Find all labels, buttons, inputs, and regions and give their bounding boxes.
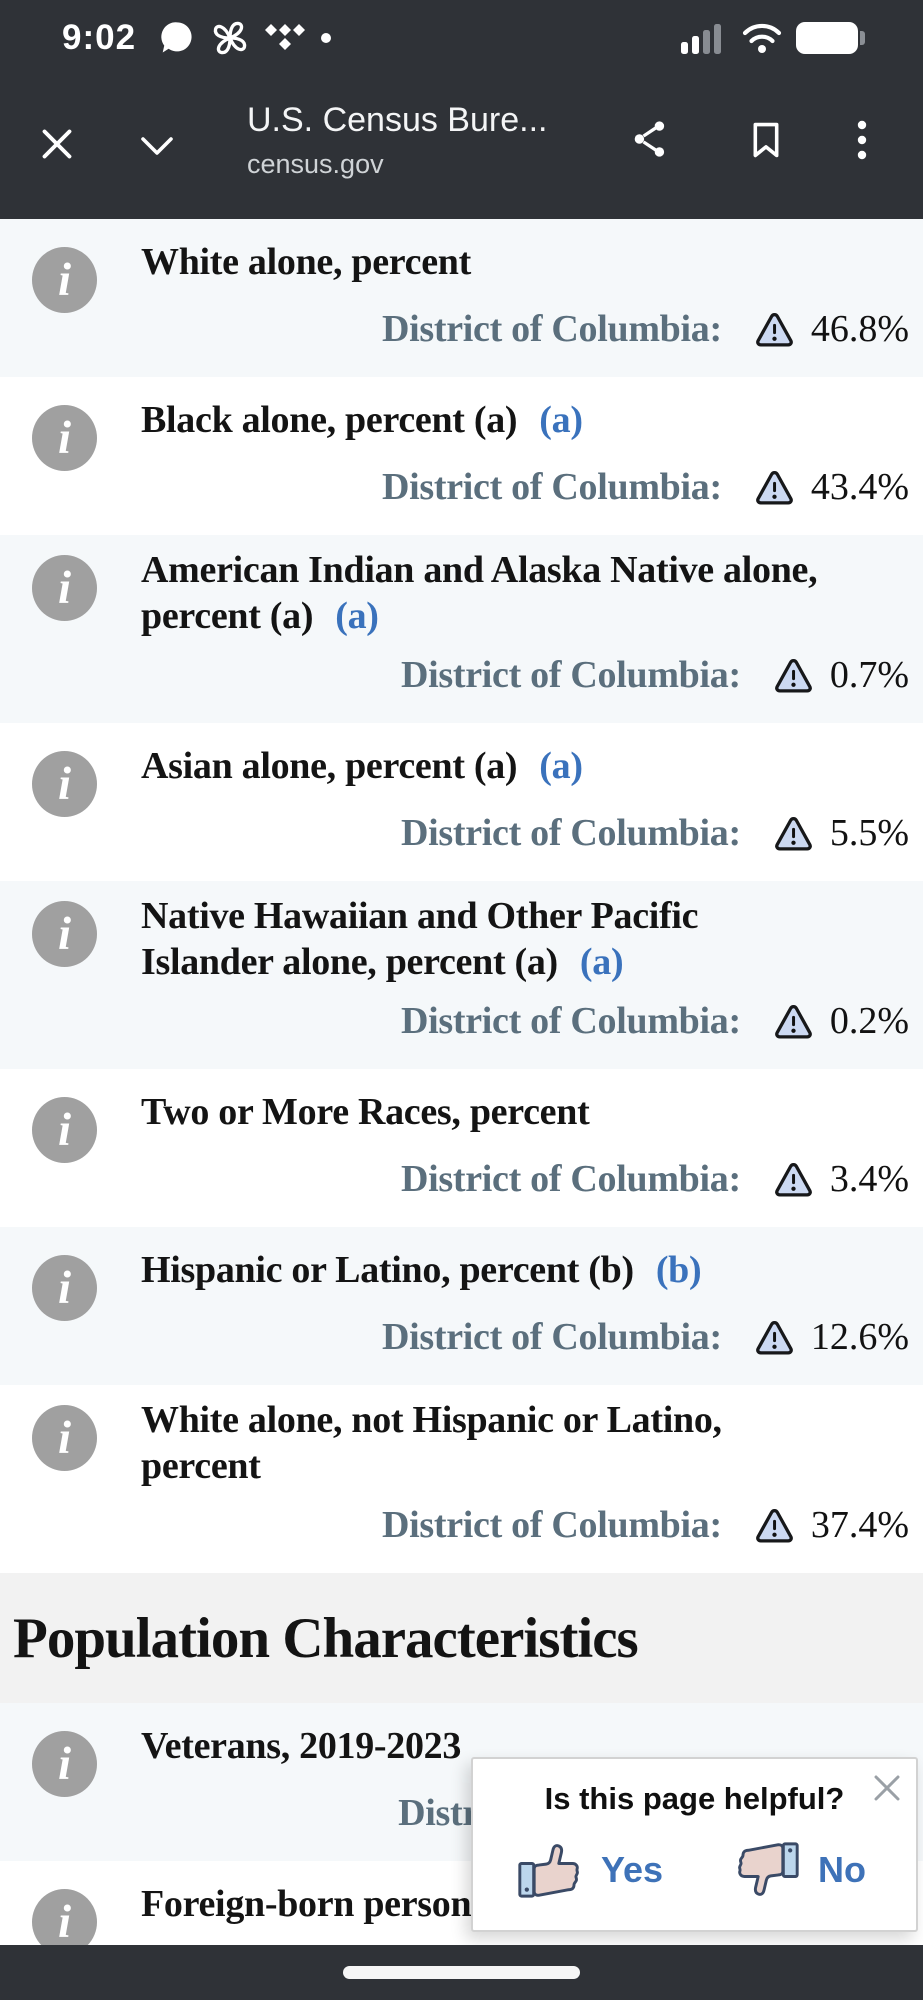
warning-triangle-icon[interactable] xyxy=(773,815,814,852)
popup-close-button[interactable] xyxy=(872,1773,902,1806)
geo-label: District of Columbia: xyxy=(381,308,722,350)
footnote-link[interactable]: (a) xyxy=(539,399,583,441)
vote-no-button[interactable]: No xyxy=(734,1839,866,1901)
chevron-down-icon xyxy=(141,137,173,155)
fact-label: Veterans, 2019-2023 xyxy=(141,1725,462,1767)
fact-value: 0.2% xyxy=(829,1000,909,1042)
geo-label: District of Columbia: xyxy=(400,1158,741,1200)
fact-row-black-alone: i Black alone, percent (a) (a) District o… xyxy=(0,377,923,535)
close-icon xyxy=(874,1775,900,1801)
status-bar: 9:02 xyxy=(0,0,923,75)
fact-label: Two or More Races, percent xyxy=(141,1091,590,1133)
geo-label: District of Columbia: xyxy=(400,1000,741,1042)
popup-question: Is this page helpful? xyxy=(544,1781,845,1816)
vote-no-label: No xyxy=(818,1849,866,1890)
status-right-icons xyxy=(681,16,865,60)
info-icon[interactable]: i xyxy=(32,1731,97,1797)
section-header: Population Characteristics xyxy=(0,1573,923,1703)
home-indicator[interactable] xyxy=(343,1966,580,1979)
fact-value: 46.8% xyxy=(810,308,909,350)
close-tab-button[interactable] xyxy=(40,127,74,164)
info-icon[interactable]: i xyxy=(32,405,97,471)
feedback-popup: Is this page helpful? Yes No xyxy=(471,1757,918,1932)
info-icon[interactable]: i xyxy=(32,1889,97,1955)
fact-row-hispanic: i Hispanic or Latino, percent (b) (b) Dis… xyxy=(0,1227,923,1385)
footnote-link[interactable]: (a) xyxy=(335,595,379,637)
bottom-nav-bar xyxy=(0,1945,923,2000)
info-icon[interactable]: i xyxy=(32,901,97,967)
page-title-block[interactable]: U.S. Census Bure... census.gov xyxy=(247,101,577,180)
footnote-link[interactable]: (b) xyxy=(655,1249,702,1291)
fact-value: 5.5% xyxy=(829,812,909,854)
collapse-button[interactable] xyxy=(138,133,176,162)
info-icon[interactable]: i xyxy=(32,1255,97,1321)
bookmark-icon xyxy=(753,122,779,158)
share-button[interactable] xyxy=(632,119,668,162)
fact-value: 12.6% xyxy=(810,1316,909,1358)
section-title: Population Characteristics xyxy=(13,1606,639,1670)
warning-triangle-icon[interactable] xyxy=(754,1319,795,1356)
top-chrome: 9:02 xyxy=(0,0,923,219)
info-icon[interactable]: i xyxy=(32,555,97,621)
warning-triangle-icon[interactable] xyxy=(754,469,795,506)
fact-label: Asian alone, percent (a) (a) xyxy=(141,745,583,787)
info-icon[interactable]: i xyxy=(32,1097,97,1163)
fact-row-white-not-hispanic: i White alone, not Hispanic or Latino, p… xyxy=(0,1385,923,1573)
info-icon[interactable]: i xyxy=(32,247,97,313)
fact-value: 3.4% xyxy=(829,1158,909,1200)
geo-label: District of Columbia: xyxy=(381,1504,722,1546)
info-icon[interactable]: i xyxy=(32,1405,97,1471)
custom-tab-toolbar: U.S. Census Bure... census.gov xyxy=(0,75,923,219)
overflow-menu-icon xyxy=(857,120,867,160)
cellular-signal-icon xyxy=(681,23,721,54)
battery-icon xyxy=(796,22,865,54)
fact-label: Hispanic or Latino, percent (b) (b) xyxy=(141,1249,702,1291)
wifi-icon xyxy=(742,23,782,53)
warning-triangle-icon[interactable] xyxy=(773,1003,814,1040)
footnote-link[interactable]: (a) xyxy=(539,745,583,787)
warning-triangle-icon[interactable] xyxy=(773,1161,814,1198)
page-title: U.S. Census Bure... xyxy=(247,101,548,139)
fact-label: Native Hawaiian and Other Pacific Island… xyxy=(141,895,699,983)
bookmark-button[interactable] xyxy=(750,121,782,162)
warning-triangle-icon[interactable] xyxy=(754,1507,795,1544)
fact-label: White alone, not Hispanic or Latino, per… xyxy=(141,1399,722,1487)
geo-label: District of Columbia: xyxy=(400,654,741,696)
message-bubble-icon xyxy=(161,22,192,53)
close-icon xyxy=(42,129,72,159)
geo-label: District of Columbia: xyxy=(400,812,741,854)
vote-yes-button[interactable]: Yes xyxy=(517,1839,663,1901)
share-icon xyxy=(634,121,665,157)
footnote-link[interactable]: (a) xyxy=(579,941,624,983)
page-url: census.gov xyxy=(247,149,384,179)
fact-row-two-or-more: i Two or More Races, percent District of… xyxy=(0,1069,923,1227)
fact-row-asian-alone: i Asian alone, percent (a) (a) District o… xyxy=(0,723,923,881)
quickfacts-list: i White alone, percent District of Colum… xyxy=(0,219,923,1981)
thumbs-up-icon xyxy=(518,1844,579,1898)
fact-label: White alone, percent xyxy=(141,241,471,283)
vote-yes-label: Yes xyxy=(601,1849,664,1890)
geo-label: District of Columbia: xyxy=(381,466,722,508)
info-icon[interactable]: i xyxy=(32,751,97,817)
fact-row-native-hawaiian: i Native Hawaiian and Other Pacific Isla… xyxy=(0,881,923,1069)
warning-triangle-icon[interactable] xyxy=(754,311,795,348)
notification-icons xyxy=(158,18,332,58)
fact-value: 37.4% xyxy=(810,1504,909,1546)
fact-label: American Indian and Alaska Native alone,… xyxy=(141,549,818,637)
fact-row-american-indian: i American Indian and Alaska Native alon… xyxy=(0,535,923,723)
fact-label: Black alone, percent (a) (a) xyxy=(141,399,583,441)
pinwheel-icon xyxy=(213,21,247,55)
tidal-diamonds-icon xyxy=(265,24,305,50)
clock: 9:02 xyxy=(62,18,137,57)
notification-dot xyxy=(321,33,331,43)
fact-value: 0.7% xyxy=(829,654,909,696)
fact-row-white-alone: i White alone, percent District of Colum… xyxy=(0,219,923,377)
warning-triangle-icon[interactable] xyxy=(773,657,814,694)
thumbs-down-icon xyxy=(738,1842,799,1896)
geo-label: District of Columbia: xyxy=(381,1316,722,1358)
fact-value: 43.4% xyxy=(810,466,909,508)
overflow-menu-button[interactable] xyxy=(856,119,868,164)
